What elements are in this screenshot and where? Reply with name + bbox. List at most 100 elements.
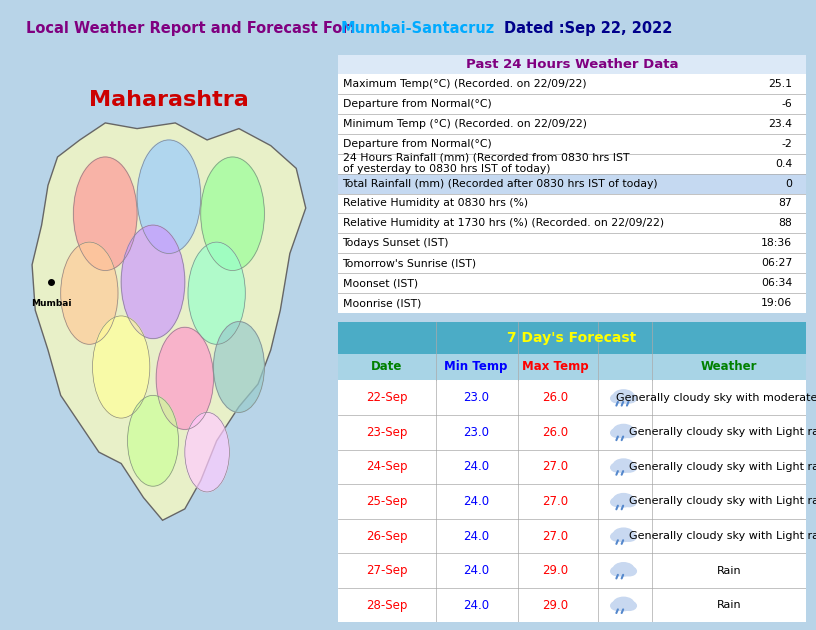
Text: 24-Sep: 24-Sep	[366, 461, 408, 473]
Text: 29.0: 29.0	[543, 564, 569, 577]
Circle shape	[201, 157, 264, 270]
Circle shape	[614, 565, 629, 575]
Text: Relative Humidity at 0830 hrs (%): Relative Humidity at 0830 hrs (%)	[343, 198, 528, 209]
Text: Generally cloudy sky with Light rain: Generally cloudy sky with Light rain	[629, 531, 816, 541]
Circle shape	[92, 316, 150, 418]
FancyBboxPatch shape	[338, 322, 806, 353]
Circle shape	[613, 425, 634, 438]
Circle shape	[614, 600, 629, 609]
Text: 23-Sep: 23-Sep	[366, 426, 408, 438]
Text: 24.0: 24.0	[463, 598, 489, 612]
Circle shape	[610, 498, 625, 507]
FancyBboxPatch shape	[338, 55, 806, 74]
Text: 29.0: 29.0	[543, 598, 569, 612]
Circle shape	[610, 394, 625, 403]
Text: Generally cloudy sky with moderate rain: Generally cloudy sky with moderate rain	[615, 392, 816, 403]
Text: Min Temp: Min Temp	[444, 360, 508, 374]
Circle shape	[614, 461, 629, 471]
Text: Dated :Sep 22, 2022: Dated :Sep 22, 2022	[503, 21, 672, 35]
Text: 23.4: 23.4	[768, 119, 792, 129]
Text: 0.4: 0.4	[775, 159, 792, 169]
FancyBboxPatch shape	[338, 214, 806, 233]
Text: 23.0: 23.0	[463, 426, 489, 438]
Text: 25.1: 25.1	[768, 79, 792, 89]
Circle shape	[622, 428, 636, 437]
FancyBboxPatch shape	[338, 415, 806, 450]
Circle shape	[614, 530, 629, 541]
Circle shape	[60, 242, 118, 345]
Circle shape	[622, 463, 636, 472]
Circle shape	[613, 390, 634, 403]
FancyBboxPatch shape	[338, 114, 806, 134]
Text: Moonset (IST): Moonset (IST)	[343, 278, 418, 288]
Circle shape	[622, 601, 636, 610]
Text: 27.0: 27.0	[543, 461, 569, 473]
Circle shape	[614, 496, 629, 506]
FancyBboxPatch shape	[338, 94, 806, 114]
FancyBboxPatch shape	[338, 134, 806, 154]
Text: Generally cloudy sky with Light rain: Generally cloudy sky with Light rain	[629, 462, 816, 472]
Text: Date: Date	[371, 360, 402, 374]
Text: Generally cloudy sky with Light rain: Generally cloudy sky with Light rain	[629, 496, 816, 507]
Text: 25-Sep: 25-Sep	[366, 495, 408, 508]
Text: Departure from Normal(°C): Departure from Normal(°C)	[343, 139, 491, 149]
Text: 24.0: 24.0	[463, 495, 489, 508]
Text: Total Rainfall (mm) (Recorded after 0830 hrs IST of today): Total Rainfall (mm) (Recorded after 0830…	[343, 178, 659, 188]
Circle shape	[614, 392, 629, 402]
Text: 24.0: 24.0	[463, 564, 489, 577]
Circle shape	[622, 532, 636, 541]
Text: Departure from Normal(°C): Departure from Normal(°C)	[343, 99, 491, 109]
FancyBboxPatch shape	[338, 193, 806, 214]
Circle shape	[137, 140, 201, 253]
Text: 26.0: 26.0	[543, 426, 569, 438]
Text: Generally cloudy sky with Light rain: Generally cloudy sky with Light rain	[629, 427, 816, 437]
Circle shape	[613, 459, 634, 472]
FancyBboxPatch shape	[338, 381, 806, 415]
FancyBboxPatch shape	[338, 553, 806, 588]
Text: 19:06: 19:06	[761, 298, 792, 308]
Circle shape	[185, 413, 229, 492]
Text: 24.0: 24.0	[463, 529, 489, 542]
Text: Max Temp: Max Temp	[522, 360, 589, 374]
Text: Rain: Rain	[716, 566, 741, 576]
Circle shape	[188, 242, 246, 345]
Text: Relative Humidity at 1730 hrs (%) (Recorded. on 22/09/22): Relative Humidity at 1730 hrs (%) (Recor…	[343, 219, 663, 229]
Text: 22-Sep: 22-Sep	[366, 391, 408, 404]
Text: 24 Hours Rainfall (mm) (Recorded from 0830 hrs IST
of yesterday to 0830 hrs IST : 24 Hours Rainfall (mm) (Recorded from 08…	[343, 153, 629, 175]
Circle shape	[622, 394, 636, 403]
Text: 28-Sep: 28-Sep	[366, 598, 408, 612]
FancyBboxPatch shape	[338, 484, 806, 518]
Circle shape	[613, 493, 634, 507]
Text: 26-Sep: 26-Sep	[366, 529, 408, 542]
FancyBboxPatch shape	[338, 154, 806, 174]
Circle shape	[73, 157, 137, 270]
Text: -2: -2	[782, 139, 792, 149]
Polygon shape	[32, 123, 306, 520]
FancyBboxPatch shape	[338, 174, 806, 193]
Text: Maximum Temp(°C) (Recorded. on 22/09/22): Maximum Temp(°C) (Recorded. on 22/09/22)	[343, 79, 586, 89]
Text: 18:36: 18:36	[761, 238, 792, 248]
Text: 27.0: 27.0	[543, 529, 569, 542]
FancyBboxPatch shape	[338, 253, 806, 273]
Circle shape	[610, 463, 625, 472]
Text: 27-Sep: 27-Sep	[366, 564, 408, 577]
Text: 0: 0	[785, 178, 792, 188]
Circle shape	[214, 321, 264, 413]
Text: 23.0: 23.0	[463, 391, 489, 404]
Text: Local Weather Report and Forecast For:: Local Weather Report and Forecast For:	[26, 21, 355, 35]
Text: 26.0: 26.0	[543, 391, 569, 404]
FancyBboxPatch shape	[338, 353, 806, 381]
Text: Rain: Rain	[716, 600, 741, 610]
Text: Weather: Weather	[701, 360, 757, 374]
Circle shape	[610, 532, 625, 541]
Text: 24.0: 24.0	[463, 461, 489, 473]
Text: 06:34: 06:34	[761, 278, 792, 288]
Circle shape	[610, 601, 625, 610]
Circle shape	[622, 498, 636, 507]
Text: Maharashtra: Maharashtra	[89, 90, 249, 110]
Text: Tomorrow's Sunrise (IST): Tomorrow's Sunrise (IST)	[343, 258, 477, 268]
Circle shape	[122, 225, 185, 339]
Text: 27.0: 27.0	[543, 495, 569, 508]
Text: Mumbai: Mumbai	[31, 299, 72, 308]
Circle shape	[610, 566, 625, 576]
